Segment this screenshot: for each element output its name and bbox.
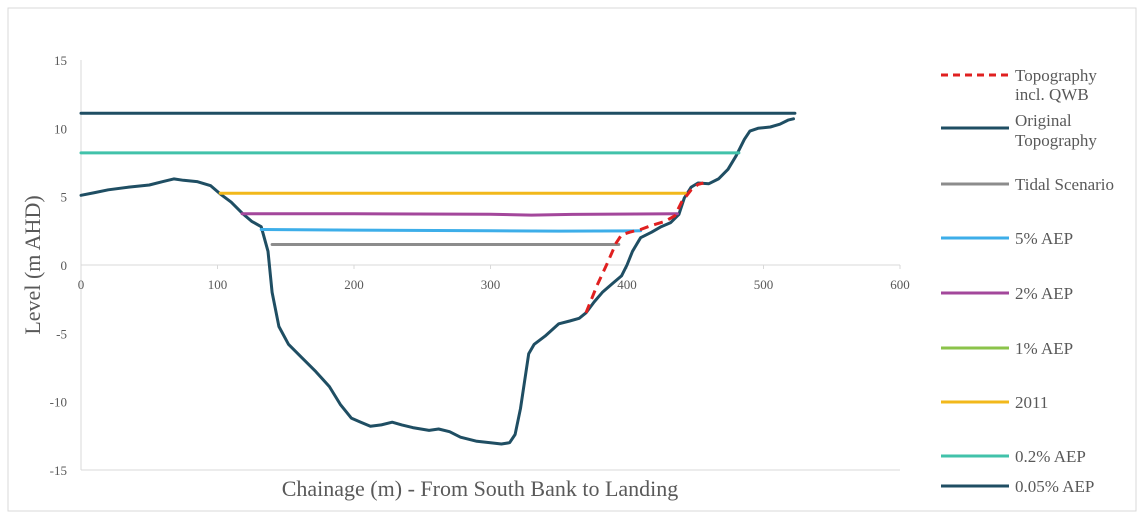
x-tick-label: 100 [208,277,228,292]
legend-label-topography-incl-qwb: Topography incl. QWB [1015,66,1097,104]
y-tick-label: 10 [54,121,67,136]
legend-label-5-aep: 5% AEP [1015,229,1073,248]
x-tick-label: 600 [890,277,910,292]
x-tick-label: 200 [344,277,364,292]
series-line-topography-incl-qwb [584,181,704,314]
y-tick-label: -15 [50,463,67,478]
x-tick-label: 400 [617,277,637,292]
x-axis-title: Chainage (m) - From South Bank to Landin… [282,476,679,501]
legend: Topography incl. QWB Original Topography Tid… [941,66,1114,496]
x-tick-label: 500 [754,277,774,292]
legend-label-1-aep: 1% AEP [1015,339,1073,358]
legend-label-2011: 2011 [1015,393,1048,412]
axes [80,60,901,471]
series-line-5-aep [259,228,643,233]
chart-frame [7,7,1137,512]
y-tick-label: 5 [61,190,68,205]
legend-label-original-topography: Original Topography [1015,111,1097,150]
tick-labels: 0 100 200 300 400 500 600 -15 -10 -5 0 5 10 15 [50,53,910,478]
legend-label-2-aep: 2% AEP [1015,284,1073,303]
y-tick-label: 15 [54,53,67,68]
series-layer [79,111,797,446]
x-tick-label: 0 [78,277,85,292]
y-tick-label: 0 [61,258,68,273]
legend-label-tidal-scenario: Tidal Scenario [1015,175,1114,194]
y-axis-title: Level (m AHD) [20,195,45,334]
x-tick-label: 300 [481,277,501,292]
legend-label-0-2-aep: 0.2% AEP [1015,447,1086,466]
series-line-2-aep [240,212,679,217]
legend-label-0-05-aep: 0.05% AEP [1015,477,1094,496]
y-tick-label: -5 [56,326,67,341]
y-tick-label: -10 [50,395,67,410]
